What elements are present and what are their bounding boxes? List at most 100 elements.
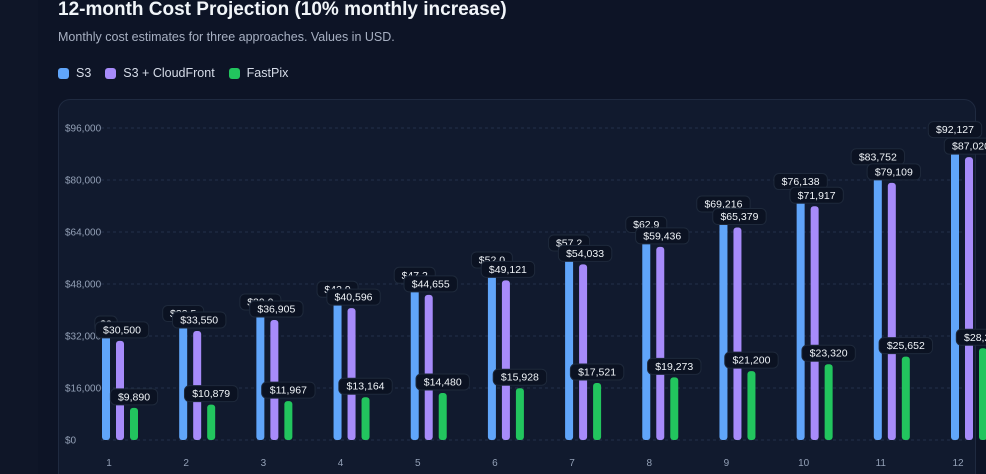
y-tick-label: $96,000 <box>65 124 102 135</box>
data-label-text: $76,138 <box>782 176 820 188</box>
bar-s3[interactable] <box>487 270 496 440</box>
bar-fastpix[interactable] <box>979 348 986 440</box>
data-label-pill <box>943 137 986 155</box>
data-label-text: $83,752 <box>859 151 897 163</box>
data-label: $19,273 <box>647 357 702 375</box>
data-label-text: $10,879 <box>192 388 230 400</box>
legend-label-s3-cloudfront: S3 + CloudFront <box>123 66 215 80</box>
data-label-pill <box>183 385 239 403</box>
bar-fastpix[interactable] <box>901 356 910 440</box>
bar-fastpix[interactable] <box>438 392 447 440</box>
data-label: $65,379 <box>712 208 767 226</box>
bar-s3-cloudfront[interactable] <box>347 308 356 440</box>
bar-fastpix[interactable] <box>207 404 216 440</box>
y-tick-label: $16,000 <box>65 384 102 395</box>
data-label: $10,879 <box>183 385 239 403</box>
data-label-pill <box>955 328 986 346</box>
data-label-pill <box>403 275 458 293</box>
bar-fastpix[interactable] <box>670 377 679 440</box>
data-label: $83,752 <box>850 148 906 166</box>
left-sidebar-strip <box>0 0 38 474</box>
data-label-pill <box>569 363 625 381</box>
bar-s3[interactable] <box>642 235 651 440</box>
x-tick-label: 12 <box>952 458 964 469</box>
legend-item-s3-cloudfront[interactable]: S3 + CloudFront <box>105 66 215 80</box>
data-label-pill <box>647 357 702 375</box>
data-label: $36,905 <box>249 300 304 318</box>
y-tick-label: $64,000 <box>65 228 102 239</box>
data-label: $54,033 <box>557 244 613 262</box>
data-label: $25,652 <box>878 337 934 355</box>
bar-fastpix[interactable] <box>593 383 602 440</box>
bar-s3[interactable] <box>102 335 110 440</box>
data-label-pill <box>557 244 613 262</box>
bar-s3[interactable] <box>256 312 265 440</box>
bar-s3[interactable] <box>719 215 728 440</box>
data-label-pill <box>635 227 690 245</box>
bar-fastpix[interactable] <box>824 364 833 440</box>
bar-s3[interactable] <box>333 300 342 440</box>
data-label-text: $21,200 <box>732 355 770 367</box>
data-label-text: $25,652 <box>887 340 925 352</box>
x-tick-label: 2 <box>183 458 189 469</box>
legend-swatch-fastpix <box>228 67 240 79</box>
data-label: $21,200 <box>724 351 779 369</box>
x-tick-label: 9 <box>724 458 730 469</box>
data-label-text: $15,928 <box>501 372 539 384</box>
bar-s3[interactable] <box>565 254 574 440</box>
data-label-text: $28,217 <box>964 332 986 344</box>
bar-s3[interactable] <box>873 167 882 440</box>
chart-card: $0 $16,000 $32,000 $48,000 $64,000 $80,000 $96… <box>58 99 986 474</box>
data-label: $76,138 <box>773 173 828 191</box>
x-tick-label: 11 <box>876 458 887 469</box>
data-label: $9,890 <box>109 388 159 406</box>
legend-item-s3[interactable]: S3 <box>58 66 91 80</box>
data-label: $92,127 <box>927 121 983 139</box>
bar-s3-cloudfront[interactable] <box>579 264 588 440</box>
bar-fastpix[interactable] <box>130 407 138 440</box>
bar-s3-cloudfront[interactable] <box>887 182 896 440</box>
data-label: $17,521 <box>569 363 625 381</box>
x-tick-label: 3 <box>261 458 267 469</box>
bar-s3-cloudfront[interactable] <box>965 157 973 440</box>
data-label: $13,164 <box>338 377 393 395</box>
legend-label-s3: S3 <box>76 66 92 80</box>
y-tick-label: $48,000 <box>65 280 102 291</box>
data-label-text: $71,917 <box>798 190 836 202</box>
data-label-text: $92,127 <box>936 124 974 136</box>
data-label-text: $23,320 <box>810 348 848 360</box>
data-label: $33,550 <box>171 311 227 329</box>
data-label: $49,121 <box>480 260 536 278</box>
bar-s3-cloudfront[interactable] <box>270 320 279 440</box>
bar-s3[interactable] <box>410 286 419 440</box>
bar-fastpix[interactable] <box>284 401 293 440</box>
x-tick-label: 8 <box>646 458 652 469</box>
data-label-pill <box>866 163 922 181</box>
data-label-pill <box>249 300 304 318</box>
bar-fastpix[interactable] <box>747 371 756 440</box>
bar-s3-cloudfront[interactable] <box>656 246 665 440</box>
legend-swatch-s3-cloudfront <box>105 67 117 79</box>
data-label-text: $79,109 <box>875 166 913 178</box>
data-label: $40,596 <box>326 288 381 306</box>
data-label: $30,500 <box>94 321 150 339</box>
bar-s3[interactable] <box>796 192 805 440</box>
data-label-pill <box>261 381 316 399</box>
bar-s3-cloudfront[interactable] <box>424 294 433 440</box>
data-label-text: $33,550 <box>180 314 218 326</box>
bar-s3-cloudfront[interactable] <box>501 280 510 440</box>
bar-fastpix[interactable] <box>361 397 370 440</box>
data-label-text: $69,216 <box>704 199 742 211</box>
x-tick-label: 5 <box>415 458 421 469</box>
bar-s3[interactable] <box>951 140 959 440</box>
legend-item-fastpix[interactable]: FastPix <box>228 66 288 80</box>
data-label-text: $14,480 <box>424 376 462 388</box>
y-tick-label: $80,000 <box>65 176 102 187</box>
data-label-text: $59,436 <box>643 230 681 242</box>
bar-fastpix[interactable] <box>515 388 524 440</box>
bar-s3-cloudfront[interactable] <box>810 206 819 440</box>
data-label-text: $40,596 <box>335 292 373 304</box>
bar-s3-cloudfront[interactable] <box>733 227 742 440</box>
bar-s3[interactable] <box>179 324 188 440</box>
